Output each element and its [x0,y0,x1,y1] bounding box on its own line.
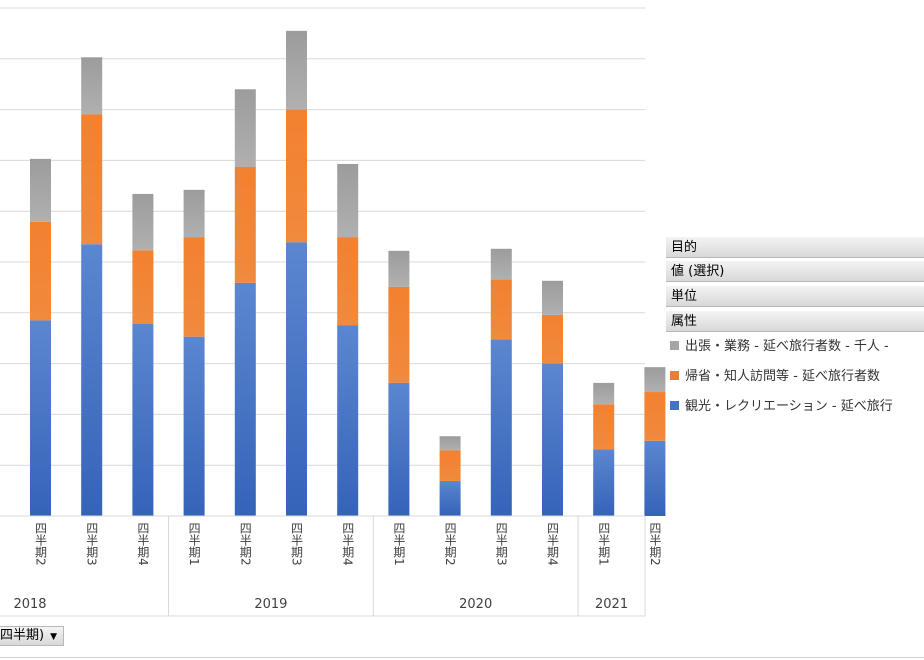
tick-label: 四半期4 [341,522,355,566]
bar-segment [490,248,512,280]
year-label: 2020 [459,597,492,612]
bar-segment [234,167,256,283]
bar-segment [490,279,512,340]
bar-segment [132,193,154,251]
legend-item-tourism: 観光・レクリエーション - 延べ旅行 [670,398,893,416]
bar-segment [337,237,359,326]
legend-label: 観光・レクリエーション - 延べ旅行 [685,399,893,414]
bar-segment [644,367,666,393]
bar-segment [337,325,359,516]
bar-segment [132,323,154,516]
tick-label: 四半期2 [648,522,662,566]
bar-segment [81,114,103,245]
bar-segment [286,30,307,110]
field-button-purpose[interactable]: 目的 [666,237,924,258]
legend-swatch-gray [670,341,679,350]
gridlines [0,7,645,517]
bar-segment [439,450,461,481]
bar-segment [439,436,461,451]
field-button-attribute[interactable]: 属性 [666,311,924,332]
bar-segment [337,163,359,238]
bar-segment [30,221,51,321]
legend-swatch-blue [670,401,679,410]
bar-segment [388,382,410,516]
category-axis: 四半期2 四半期3 四半期4 四半期1 四半期2 四半期3 四半期4 四半期1 四半期2 四半期3… [0,515,662,617]
bar-segment [81,244,103,516]
tick-label: 四半期4 [136,522,150,566]
bars [30,30,666,517]
bar-segment [388,286,410,383]
bar-segment [183,336,205,516]
year-label: 2021 [595,597,628,612]
bar-segment [234,282,256,516]
legend-item-business: 出張・業務 - 延べ旅行者数 - 千人 - [670,338,889,356]
legend-item-visit: 帰省・知人訪問等 - 延べ旅行者数 [670,368,880,386]
bar-segment [183,237,205,337]
bar-segment [490,339,512,516]
year-label: 2019 [254,597,287,612]
tick-label: 四半期2 [238,522,252,566]
tick-label: 四半期3 [85,522,99,566]
tick-label: 四半期3 [290,522,304,566]
legend-label: 出張・業務 - 延べ旅行者数 - 千人 - [685,339,889,354]
tick-label: 四半期1 [597,522,611,566]
bar-segment [30,158,51,222]
dropdown-arrow-icon: ▼ [50,632,57,642]
bar-segment [81,57,103,115]
bar-segment [183,189,205,238]
legend-label: 帰省・知人訪問等 - 延べ旅行者数 [685,369,880,384]
field-button-unit[interactable]: 単位 [666,286,924,307]
frame-border [0,657,924,658]
bar-segment [30,320,51,516]
year-label: 2018 [13,597,46,612]
field-button-value[interactable]: 値 (選択) [666,261,924,282]
bar-segment [234,89,256,168]
tick-label: 四半期1 [187,522,201,566]
axis-field-label: 四半期) [0,628,45,643]
bar-segment [286,242,307,517]
tick-label: 四半期3 [494,522,508,566]
tick-label: 四半期2 [443,522,457,566]
bar-segment [593,382,615,405]
bar-segment [286,109,307,243]
bar-segment [542,280,563,315]
bar-segment [644,440,666,516]
bar-segment [644,392,666,441]
bar-segment [542,314,563,364]
bar-segment [132,250,154,324]
bar-segment [439,480,461,516]
tick-label: 四半期4 [546,522,560,566]
bar-segment [542,363,563,516]
tick-label: 四半期2 [34,522,48,566]
bar-segment [388,250,410,287]
legend-swatch-orange [670,371,679,380]
bar-segment [593,449,615,516]
bar-segment [593,404,615,450]
axis-field-button[interactable]: 四半期) ▼ [0,626,64,646]
tick-label: 四半期1 [392,522,406,566]
